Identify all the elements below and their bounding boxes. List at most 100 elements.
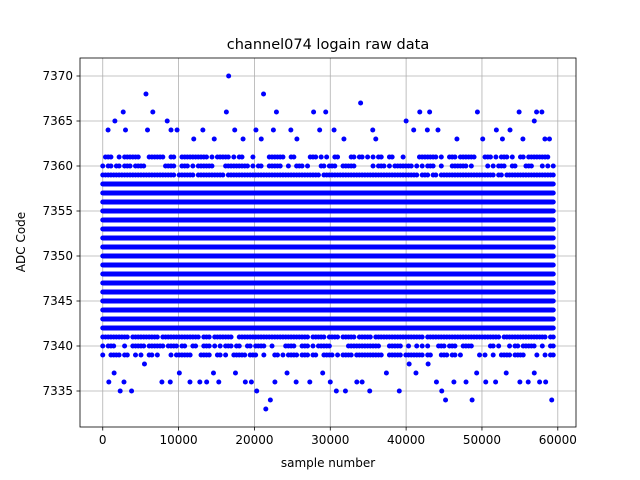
data-point [124, 352, 130, 358]
data-point [509, 154, 515, 160]
data-point [223, 109, 229, 115]
data-point [204, 379, 210, 385]
data-point [293, 379, 299, 385]
data-point [370, 163, 376, 169]
data-point [329, 352, 335, 358]
data-point [124, 334, 130, 340]
data-point [425, 343, 431, 349]
data-point [320, 370, 326, 376]
data-point [291, 154, 297, 160]
data-point [112, 118, 118, 124]
data-point [217, 352, 223, 358]
data-point [376, 343, 382, 349]
data-point [507, 127, 513, 133]
data-point [211, 136, 217, 142]
data-point [365, 154, 371, 160]
data-point [451, 379, 457, 385]
data-point [537, 379, 543, 385]
data-point [496, 343, 502, 349]
data-point [272, 379, 278, 385]
data-point [485, 163, 491, 169]
data-point [154, 334, 160, 340]
data-point [414, 163, 420, 169]
data-point [493, 379, 499, 385]
data-point [463, 163, 469, 169]
data-point [531, 118, 537, 124]
data-point [359, 379, 365, 385]
data-point [438, 154, 444, 160]
data-point [184, 163, 190, 169]
data-point [274, 352, 280, 358]
data-point [512, 163, 518, 169]
data-point [370, 154, 376, 160]
data-point [425, 361, 431, 367]
data-point [335, 352, 341, 358]
data-point [167, 379, 173, 385]
data-point [471, 154, 477, 160]
data-point [239, 154, 245, 160]
data-point [520, 352, 526, 358]
data-point [496, 334, 502, 340]
data-point [200, 127, 206, 133]
data-point [542, 334, 548, 340]
data-point [542, 136, 548, 142]
data-point [315, 172, 321, 178]
data-point [231, 154, 237, 160]
data-point [228, 334, 234, 340]
x-tick-label: 20000 [235, 433, 273, 447]
data-point [493, 154, 499, 160]
data-point [313, 154, 319, 160]
data-point [116, 352, 122, 358]
data-point [468, 163, 474, 169]
data-point [326, 343, 332, 349]
data-point [143, 91, 149, 97]
data-point [248, 379, 254, 385]
data-point [159, 379, 165, 385]
x-tick-label: 30000 [311, 433, 349, 447]
data-point [288, 127, 294, 133]
data-point [499, 136, 505, 142]
data-point [504, 154, 510, 160]
data-point [332, 163, 338, 169]
data-point [111, 343, 117, 349]
data-point [389, 154, 395, 160]
data-point [250, 163, 256, 169]
data-point [216, 379, 222, 385]
data-point [209, 163, 215, 169]
data-point [324, 154, 330, 160]
data-point [435, 127, 441, 133]
data-point [419, 334, 425, 340]
data-point [232, 370, 238, 376]
data-point [261, 352, 267, 358]
data-point [480, 136, 486, 142]
data-point [501, 163, 507, 169]
data-point [116, 154, 122, 160]
data-point [313, 352, 319, 358]
data-point [217, 343, 223, 349]
data-point [171, 154, 177, 160]
data-point [539, 343, 545, 349]
data-point [116, 163, 122, 169]
data-point [534, 352, 540, 358]
data-point [108, 154, 114, 160]
chart-title: channel074 logain raw data [227, 37, 429, 53]
data-point [400, 154, 406, 160]
x-axis-label: sample number [281, 456, 375, 470]
data-point [490, 352, 496, 358]
data-point [150, 109, 156, 115]
data-point [117, 388, 123, 394]
data-point-band [100, 199, 556, 205]
data-point [261, 91, 267, 97]
y-tick-label: 7345 [42, 294, 73, 308]
x-tick-label: 0 [99, 433, 107, 447]
data-point [242, 352, 248, 358]
data-point [419, 352, 425, 358]
data-point [190, 172, 196, 178]
data-point [351, 154, 357, 160]
data-point [439, 388, 445, 394]
data-point [419, 163, 425, 169]
data-point [454, 136, 460, 142]
data-point [258, 136, 264, 142]
y-tick-label: 7340 [42, 339, 73, 353]
data-point [149, 352, 155, 358]
